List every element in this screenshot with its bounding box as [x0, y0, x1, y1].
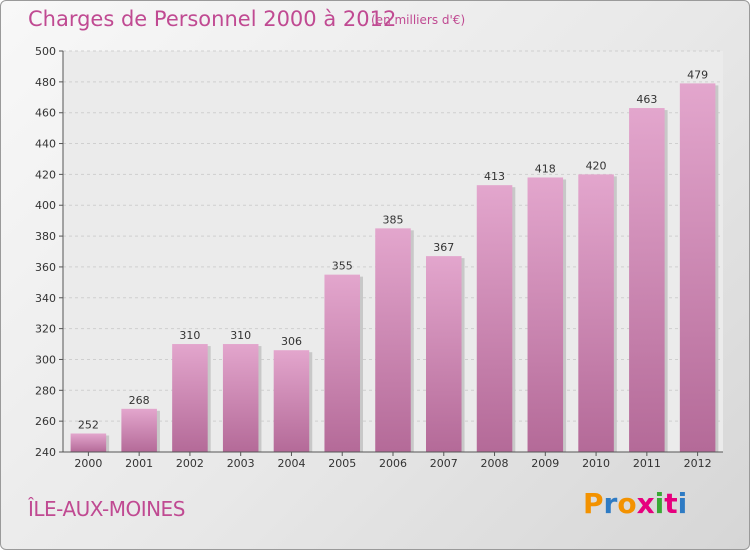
value-label-2011: 463 [636, 93, 657, 106]
y-tick-label: 360 [35, 261, 56, 274]
value-label-2000: 252 [78, 418, 99, 431]
bar-2005 [324, 274, 360, 452]
y-tick-label: 400 [35, 199, 56, 212]
x-tick-label-2009: 2009 [531, 457, 559, 470]
bar-2002 [172, 344, 208, 452]
y-tick-label: 440 [35, 138, 56, 151]
value-label-2008: 413 [484, 170, 505, 183]
value-label-2001: 268 [129, 394, 150, 407]
bar-2004 [273, 350, 310, 452]
y-tick-label: 380 [35, 230, 56, 243]
y-tick-label: 240 [35, 446, 56, 459]
logo-letter: t [664, 487, 678, 520]
value-label-2012: 479 [687, 68, 708, 81]
x-tick-label-2011: 2011 [633, 457, 661, 470]
bar-2010 [578, 174, 614, 452]
y-tick-label: 260 [35, 415, 56, 428]
bar-2006 [375, 228, 411, 452]
proxiti-logo: Proxiti [583, 487, 687, 520]
bar-2012 [679, 83, 716, 452]
value-label-2009: 418 [535, 162, 556, 175]
x-tick-label-2006: 2006 [379, 457, 407, 470]
bar-2009 [527, 177, 564, 452]
chart-title: Charges de Personnel 2000 à 2012 [28, 7, 397, 31]
x-tick-label-2007: 2007 [430, 457, 458, 470]
bar-2003 [222, 344, 259, 452]
bar-2008 [476, 185, 513, 452]
x-tick-label-2002: 2002 [176, 457, 204, 470]
bar-2000 [70, 433, 107, 452]
logo-letter: i [677, 487, 688, 520]
bar-2001 [121, 408, 157, 452]
x-tick-label-2008: 2008 [481, 457, 509, 470]
value-label-2010: 420 [586, 159, 607, 172]
value-label-2003: 310 [230, 329, 251, 342]
y-tick-label: 460 [35, 107, 56, 120]
value-label-2005: 355 [332, 260, 353, 273]
x-tick-label-2001: 2001 [125, 457, 153, 470]
logo-letter: i [654, 487, 665, 520]
y-tick-label: 320 [35, 323, 56, 336]
x-tick-label-2003: 2003 [227, 457, 255, 470]
value-label-2002: 310 [179, 329, 200, 342]
logo-letter: P [583, 487, 604, 520]
x-tick-label-2000: 2000 [74, 457, 102, 470]
axes: 240 260 280 300 320 340 360 380 400 420 440 460 480 5… [35, 45, 723, 470]
x-tick-label-2004: 2004 [277, 457, 305, 470]
bar-2007 [426, 256, 462, 452]
y-tick-label: 280 [35, 384, 56, 397]
y-tick-label: 500 [35, 45, 56, 58]
value-label-2006: 385 [383, 213, 404, 226]
logo-letter: r [603, 487, 618, 520]
bar-2011 [629, 108, 665, 453]
y-tick-label: 420 [35, 168, 56, 181]
logo-letter: x [636, 487, 655, 520]
value-label-2007: 367 [433, 241, 454, 254]
x-tick-label-2010: 2010 [582, 457, 610, 470]
place-name: ÎLE-AUX-MOINES [28, 497, 185, 521]
value-label-2004: 306 [281, 335, 302, 348]
chart-subtitle: (en milliers d'€) [371, 13, 466, 27]
bars: 252 268 310 310 306 355 385 367 413 418 420 463 479 [70, 68, 719, 453]
x-tick-label-2012: 2012 [684, 457, 712, 470]
x-tick-label-2005: 2005 [328, 457, 356, 470]
y-tick-label: 300 [35, 353, 56, 366]
logo-letter: o [617, 487, 637, 520]
y-tick-label: 340 [35, 292, 56, 305]
y-tick-label: 480 [35, 76, 56, 89]
